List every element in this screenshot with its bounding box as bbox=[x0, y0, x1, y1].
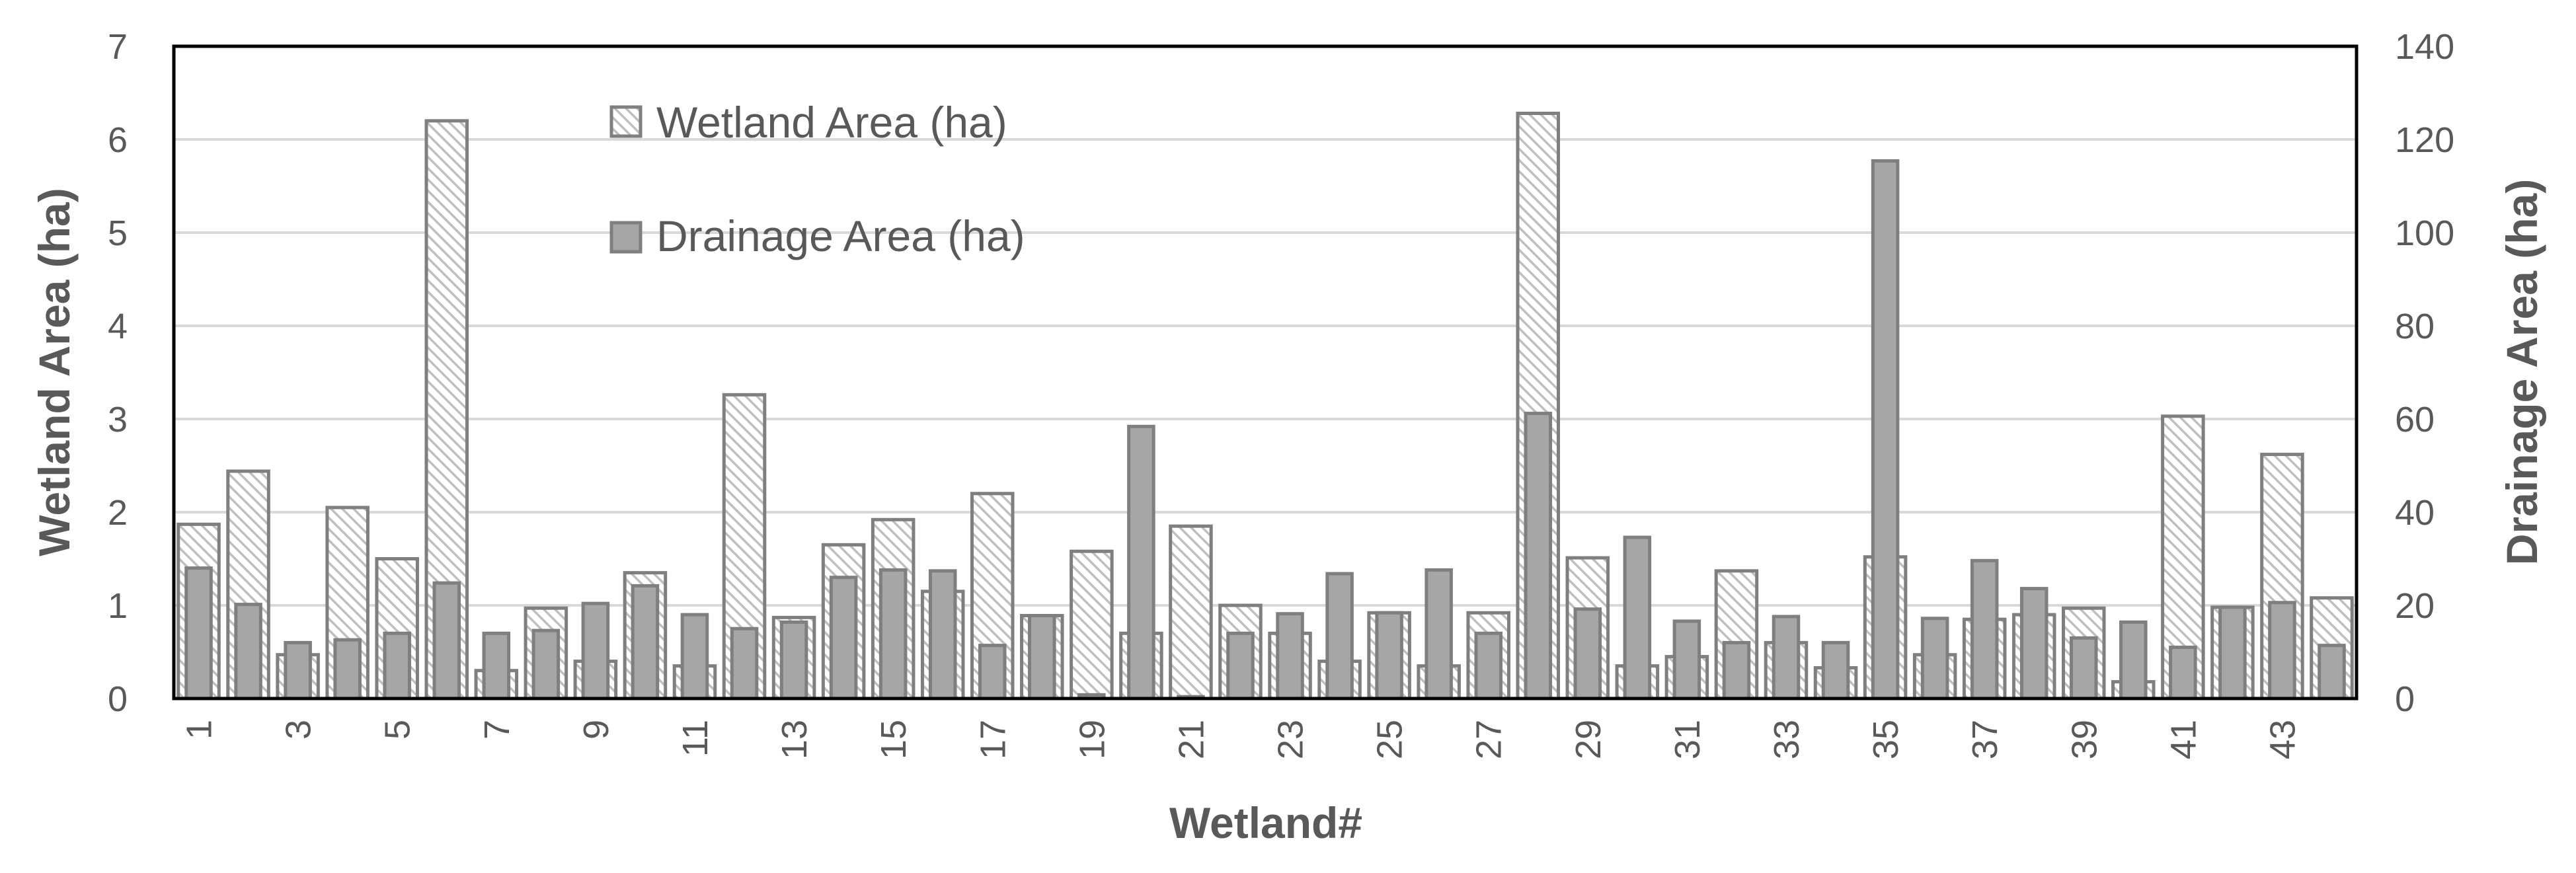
x-tick-label: 35 bbox=[1866, 720, 1906, 759]
plot-area-border bbox=[172, 44, 2359, 701]
x-tick-label: 37 bbox=[1965, 720, 2005, 759]
drainage-area-bar-38 bbox=[2019, 587, 2049, 701]
drainage-area-bar-35 bbox=[1871, 159, 1900, 701]
drainage-area-bar-26 bbox=[1425, 568, 1453, 701]
drainage-area-bar-13 bbox=[779, 620, 808, 701]
right-axis-title: Drainage Area (ha) bbox=[2497, 179, 2546, 565]
drainage-area-bar-11 bbox=[680, 613, 709, 701]
drainage-area-bar-6 bbox=[432, 581, 461, 701]
drainage-area-bar-29 bbox=[1573, 607, 1602, 701]
drainage-area-bar-34 bbox=[1821, 640, 1850, 701]
x-tick-label: 7 bbox=[477, 720, 517, 740]
gridlines bbox=[174, 138, 2357, 607]
x-tick-label: 11 bbox=[676, 720, 715, 757]
drainage-area-bar-5 bbox=[383, 631, 411, 701]
right-tick-label: 120 bbox=[2395, 120, 2454, 160]
right-tick-label: 140 bbox=[2395, 27, 2454, 67]
x-tick-label: 39 bbox=[2064, 720, 2104, 759]
left-tick-label: 3 bbox=[108, 400, 128, 439]
drainage-area-bar-39 bbox=[2069, 636, 2098, 701]
x-tick-label: 3 bbox=[279, 720, 319, 740]
right-tick-label: 0 bbox=[2395, 679, 2415, 719]
x-tick-label: 29 bbox=[1569, 720, 1608, 759]
x-tick-label: 21 bbox=[1171, 720, 1211, 759]
right-tick-label: 40 bbox=[2395, 493, 2435, 533]
drainage-area-bar-25 bbox=[1375, 611, 1403, 701]
wetland-area-bar-21 bbox=[1169, 524, 1213, 701]
x-tick-label: 15 bbox=[874, 720, 914, 759]
left-tick-label: 1 bbox=[108, 586, 128, 626]
drainage-area-bar-20 bbox=[1127, 424, 1155, 701]
x-tick-label: 41 bbox=[2164, 720, 2203, 759]
left-axis-title: Wetland Area (ha) bbox=[30, 188, 79, 556]
legend: Wetland Area (ha) Drainage Area (ha) bbox=[609, 98, 1025, 260]
drainage-area-bar-4 bbox=[333, 638, 362, 701]
drainage-area-bar-23 bbox=[1276, 612, 1304, 701]
drainage-area-bar-40 bbox=[2119, 620, 2148, 701]
x-tick-label: 17 bbox=[973, 720, 1013, 759]
drainage-area-bar-16 bbox=[928, 569, 957, 701]
drainage-area-bar-3 bbox=[284, 640, 312, 701]
drainage-area-bar-44 bbox=[2318, 644, 2346, 701]
drainage-area-bar-42 bbox=[2218, 605, 2247, 701]
drainage-area-bar-37 bbox=[1970, 558, 1999, 701]
x-tick-label: 9 bbox=[576, 720, 616, 740]
x-tick-label: 13 bbox=[775, 720, 814, 759]
right-tick-label: 100 bbox=[2395, 213, 2454, 253]
drainage-area-bar-15 bbox=[878, 568, 908, 701]
drainage-area-bar-10 bbox=[631, 584, 660, 701]
drainage-area-bar-1 bbox=[184, 566, 213, 701]
drainage-area-bar-41 bbox=[2169, 645, 2197, 701]
x-tick-label: 43 bbox=[2263, 720, 2302, 759]
x-tick-label: 5 bbox=[378, 720, 418, 740]
drainage-area-bar-36 bbox=[1920, 617, 1949, 701]
drainage-area-bar-18 bbox=[1028, 614, 1056, 701]
drainage-area-bar-7 bbox=[482, 631, 511, 701]
legend-label-wetland-area: Wetland Area (ha) bbox=[656, 98, 1007, 147]
drainage-area-bar-32 bbox=[1722, 640, 1751, 701]
left-tick-label: 0 bbox=[108, 679, 128, 719]
right-tick-label: 60 bbox=[2395, 400, 2435, 439]
left-tick-label: 7 bbox=[108, 27, 128, 67]
left-axis-ticks: 0 1 2 3 4 5 6 7 bbox=[108, 27, 128, 719]
drainage-area-bar-24 bbox=[1325, 572, 1354, 701]
x-tick-label: 23 bbox=[1271, 720, 1311, 759]
drainage-area-bar-17 bbox=[978, 644, 1007, 701]
x-tick-label: 19 bbox=[1072, 720, 1112, 759]
legend-swatch-drainage-area bbox=[609, 221, 643, 254]
right-axis-ticks: 0 20 40 60 80 100 120 140 bbox=[2395, 27, 2454, 719]
legend-swatch-wetland-area bbox=[609, 105, 643, 138]
drainage-area-bar-14 bbox=[829, 576, 858, 701]
drainage-area-bar-12 bbox=[730, 626, 759, 701]
wetland-area-bar-19 bbox=[1070, 549, 1114, 701]
left-tick-label: 6 bbox=[108, 120, 128, 160]
drainage-area-bar-28 bbox=[1524, 412, 1553, 701]
drainage-area-bar-9 bbox=[581, 601, 610, 701]
drainage-area-bar-31 bbox=[1672, 619, 1701, 701]
x-tick-label: 31 bbox=[1668, 720, 1707, 759]
drainage-area-bar-33 bbox=[1772, 615, 1801, 701]
drainage-area-bar-22 bbox=[1226, 631, 1255, 701]
right-tick-label: 80 bbox=[2395, 307, 2435, 346]
x-tick-label: 33 bbox=[1767, 720, 1807, 759]
x-tick-label: 1 bbox=[180, 720, 219, 740]
legend-label-drainage-area: Drainage Area (ha) bbox=[656, 211, 1025, 260]
x-axis-title: Wetland# bbox=[1169, 798, 1362, 847]
right-tick-label: 20 bbox=[2395, 586, 2435, 626]
drainage-area-bar-27 bbox=[1474, 631, 1503, 701]
drainage-area-bar-8 bbox=[531, 628, 561, 701]
drainage-area-bar-2 bbox=[234, 603, 262, 701]
x-tick-label: 27 bbox=[1469, 720, 1509, 759]
x-axis-ticks: 1 3 5 7 9 11 13 15 17 19 21 23 25 27 29 31 33 35 37 39 41 43 bbox=[180, 720, 2303, 759]
drainage-area-bar-43 bbox=[2268, 601, 2296, 701]
bars bbox=[176, 112, 2354, 701]
x-tick-label: 25 bbox=[1370, 720, 1410, 759]
drainage-area-bar-30 bbox=[1623, 535, 1652, 701]
left-tick-label: 2 bbox=[108, 493, 128, 533]
left-tick-label: 5 bbox=[108, 213, 128, 253]
left-tick-label: 4 bbox=[108, 307, 128, 346]
